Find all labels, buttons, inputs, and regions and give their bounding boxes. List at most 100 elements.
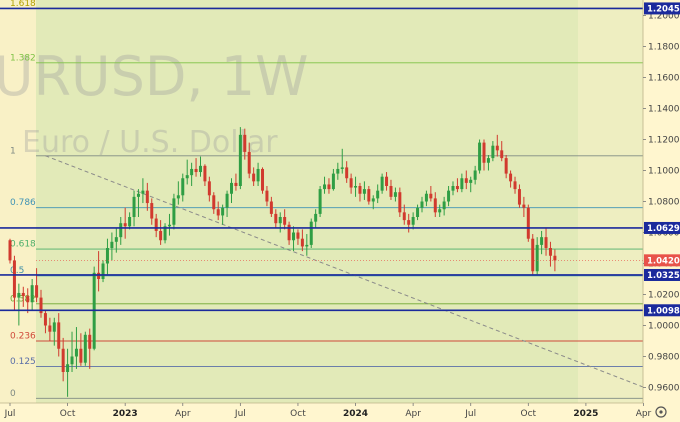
price-labels: 1.20456 1.06293 1.03259 1.00982 1.04205 — [644, 2, 680, 317]
candle-body — [407, 220, 411, 225]
candle-body — [283, 217, 287, 225]
candle-body — [128, 217, 132, 227]
candle-body — [48, 325, 52, 332]
candle-body — [198, 165, 202, 173]
candle-body — [362, 189, 366, 194]
candle-body — [513, 181, 517, 190]
candle-body — [97, 272, 101, 279]
candle-body — [553, 255, 557, 261]
x-tick-label: Oct — [521, 409, 537, 419]
candle-body — [349, 178, 353, 188]
candle-body — [256, 168, 260, 182]
candle-body — [544, 237, 548, 248]
candle-body — [327, 184, 331, 190]
candle-body — [101, 263, 105, 279]
candle-body — [402, 212, 406, 221]
x-tick-label: Apr — [405, 409, 421, 419]
x-tick-label: Jul — [234, 409, 246, 419]
left-band — [0, 0, 36, 403]
y-tick-label: 0.98000 — [648, 353, 680, 363]
candle-body — [190, 168, 194, 176]
plot-background[interactable] — [36, 0, 643, 403]
candle-body — [110, 241, 114, 248]
horizontal-level-price-label: 1.06293 — [647, 224, 680, 234]
candle-body — [30, 285, 34, 303]
candle-body — [482, 142, 486, 163]
x-tick-label: 2023 — [113, 409, 138, 419]
candle-body — [207, 181, 211, 196]
candle-body — [292, 232, 296, 241]
candle-body — [393, 192, 397, 197]
candle-body — [261, 168, 265, 191]
gear-icon — [655, 406, 667, 418]
candle-body — [526, 207, 530, 239]
candle-body — [26, 296, 30, 303]
candle-body — [535, 244, 539, 272]
candle-body — [181, 178, 185, 196]
candle-body — [119, 223, 123, 238]
candle-body — [225, 193, 229, 208]
horizontal-level-price-label: 1.03259 — [647, 271, 680, 281]
fib-level-label: 0.236 — [10, 332, 36, 342]
candle-body — [43, 313, 47, 326]
candle-body — [132, 196, 136, 217]
candle-body — [486, 158, 490, 163]
candle-body — [167, 224, 171, 227]
candle-body — [447, 190, 451, 202]
time-axis-ticks: Jul Oct 2023 Apr Jul Oct 2024 Apr Jul Oct 2025 Apr — [4, 403, 652, 419]
x-tick-label: Jul — [4, 409, 16, 419]
candle-body — [61, 348, 65, 372]
candle-body — [35, 285, 39, 298]
candle-body — [74, 348, 78, 357]
candle-body — [380, 176, 384, 191]
watermark-symbol: URUSD, 1W — [0, 45, 309, 108]
candle-body — [57, 322, 61, 349]
x-tick-label: Oct — [290, 409, 306, 419]
candle-body — [79, 348, 83, 363]
candle-body — [420, 201, 424, 208]
candle-body — [385, 176, 389, 186]
price-axis[interactable] — [643, 0, 680, 403]
candle-body — [238, 134, 242, 186]
candle-body — [159, 230, 163, 241]
candle-body — [114, 237, 118, 242]
candle-body — [473, 170, 477, 180]
candle-body — [230, 182, 233, 194]
candle-body — [309, 221, 313, 245]
candle-body — [221, 207, 225, 216]
candle-body — [411, 217, 415, 225]
horizontal-lines — [0, 7, 643, 312]
fib-level-label: 0 — [10, 389, 16, 399]
candle-body — [464, 178, 468, 183]
candle-body — [354, 186, 358, 188]
candle-body — [70, 356, 74, 365]
candle-body — [442, 201, 446, 210]
candle-body — [150, 203, 154, 219]
candle-body — [105, 248, 109, 264]
time-axis[interactable] — [0, 403, 643, 422]
y-tick-label: 1.02000 — [648, 291, 680, 301]
horizontal-level-price-box — [644, 221, 680, 234]
candle-body — [172, 198, 176, 225]
last-price-box — [644, 254, 680, 267]
candle-body — [389, 186, 393, 197]
x-tick-label: Apr — [636, 409, 652, 419]
candles — [8, 127, 557, 397]
candle-body — [269, 201, 273, 214]
candle-body — [451, 186, 455, 191]
chart-settings-button[interactable] — [655, 406, 667, 418]
candle-body — [17, 292, 21, 298]
x-tick-label: 2024 — [343, 409, 368, 419]
x-tick-label: Apr — [175, 409, 191, 419]
candle-body — [438, 209, 442, 213]
candle-body — [176, 195, 180, 199]
horizontal-level-price-box — [644, 2, 680, 15]
horizontal-level-price-box — [644, 268, 680, 281]
candle-body — [274, 213, 278, 224]
x-tick-label: Oct — [60, 409, 76, 419]
y-tick-label: 1.00000 — [648, 322, 680, 332]
candle-body — [517, 189, 521, 205]
horizontal-level-price-label: 1.20456 — [647, 4, 680, 14]
